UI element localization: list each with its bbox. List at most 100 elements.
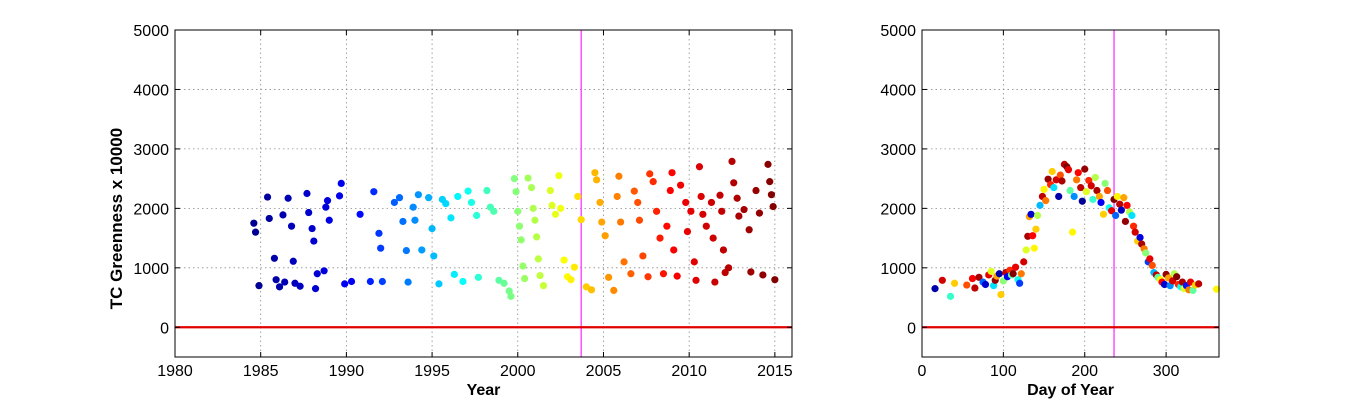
data-point — [695, 163, 704, 171]
data-point — [1160, 280, 1169, 289]
data-point — [1103, 186, 1112, 195]
data-point — [279, 211, 287, 219]
data-point — [1011, 263, 1020, 271]
data-point — [313, 270, 321, 278]
data-point — [555, 172, 563, 180]
data-point — [659, 270, 668, 278]
data-point — [1022, 246, 1030, 254]
data-point — [702, 222, 710, 230]
data-point — [272, 276, 280, 284]
data-point — [649, 178, 657, 186]
data-point — [605, 273, 613, 281]
data-point — [1030, 244, 1038, 252]
data-point — [1050, 183, 1058, 192]
data-point — [639, 252, 647, 260]
data-points — [250, 157, 779, 300]
data-point — [668, 169, 676, 177]
data-point — [442, 200, 450, 208]
data-point — [546, 186, 554, 195]
data-point — [534, 255, 542, 263]
data-point — [759, 271, 767, 279]
data-point — [527, 183, 536, 192]
data-point — [251, 228, 260, 236]
data-point — [1027, 210, 1035, 218]
data-point — [683, 227, 692, 236]
data-point — [656, 234, 664, 242]
y-tick-label: 0 — [160, 320, 169, 337]
x-axis-label: Day of Year — [1027, 382, 1114, 399]
data-point — [946, 292, 955, 300]
data-point — [938, 276, 946, 284]
reference-lines — [175, 30, 792, 357]
data-point — [529, 204, 537, 212]
data-point — [1121, 217, 1130, 226]
data-point — [500, 279, 508, 287]
data-point — [551, 210, 560, 218]
data-point — [769, 202, 777, 211]
data-point — [570, 263, 578, 271]
data-point — [1068, 228, 1077, 236]
data-point — [1020, 258, 1028, 266]
data-point — [467, 198, 476, 207]
y-tick-label: 3000 — [880, 142, 916, 159]
data-point — [968, 274, 977, 283]
data-point — [428, 224, 436, 233]
data-point — [255, 282, 263, 290]
data-point — [747, 268, 755, 276]
data-point — [644, 273, 652, 281]
data-point — [635, 216, 644, 224]
data-point — [1112, 211, 1120, 220]
data-point — [1123, 201, 1131, 209]
data-point — [296, 282, 304, 290]
data-point — [548, 201, 556, 209]
data-point — [630, 187, 638, 195]
data-point — [752, 186, 760, 195]
y-tick-label: 5000 — [133, 23, 169, 40]
data-point — [1033, 211, 1042, 220]
data-point — [473, 211, 481, 220]
data-point — [716, 191, 724, 199]
data-point — [676, 181, 685, 189]
data-point — [519, 262, 527, 270]
y-axis-label: TC Greenness x 10000 — [107, 128, 126, 309]
data-point — [414, 191, 422, 199]
data-point — [517, 236, 525, 244]
data-point — [663, 222, 671, 230]
data-point — [521, 274, 529, 283]
data-point — [735, 212, 743, 220]
data-point — [634, 198, 642, 207]
data-point — [250, 219, 258, 227]
data-point — [1066, 186, 1074, 195]
x-tick-label: 2010 — [671, 363, 707, 380]
data-point — [347, 277, 356, 286]
data-point — [289, 257, 297, 265]
data-point — [1212, 285, 1221, 293]
data-point — [524, 174, 532, 182]
data-point — [682, 198, 690, 207]
data-point — [1032, 225, 1040, 233]
data-point — [620, 258, 628, 266]
data-point — [265, 214, 273, 223]
data-point — [536, 271, 544, 280]
data-point — [719, 246, 728, 254]
data-point — [533, 233, 541, 241]
x-axis-label: Year — [467, 382, 501, 399]
data-point — [577, 216, 585, 224]
data-point — [356, 210, 364, 218]
data-point — [284, 194, 292, 202]
x-tick-label: 100 — [990, 363, 1017, 380]
data-point — [975, 273, 983, 281]
y-tick-label: 3000 — [133, 142, 169, 159]
data-point — [699, 210, 707, 218]
data-point — [1044, 175, 1052, 183]
data-point — [531, 216, 539, 224]
data-point — [474, 273, 482, 281]
data-point — [1016, 279, 1024, 287]
data-point — [766, 178, 774, 186]
data-point — [1189, 286, 1197, 295]
data-point — [724, 264, 733, 272]
data-point — [341, 280, 349, 288]
data-point — [1146, 255, 1154, 263]
x-tick-label: 2000 — [500, 363, 536, 380]
data-point — [450, 270, 458, 278]
